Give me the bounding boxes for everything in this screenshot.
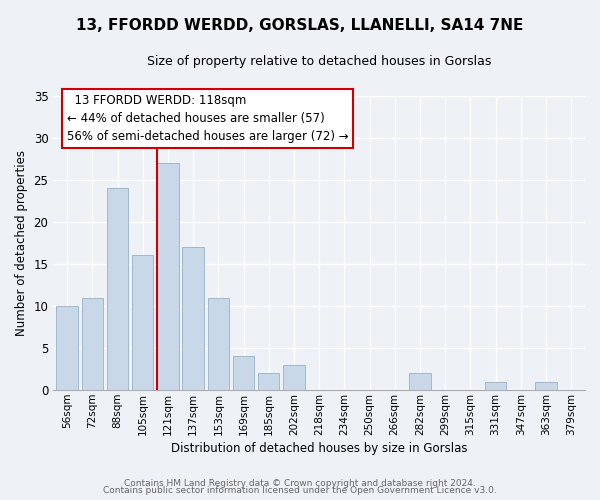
- Bar: [208, 298, 229, 390]
- Bar: [107, 188, 128, 390]
- Bar: [258, 374, 280, 390]
- Bar: [233, 356, 254, 390]
- Bar: [485, 382, 506, 390]
- Text: 13 FFORDD WERDD: 118sqm
← 44% of detached houses are smaller (57)
56% of semi-de: 13 FFORDD WERDD: 118sqm ← 44% of detache…: [67, 94, 349, 143]
- Y-axis label: Number of detached properties: Number of detached properties: [15, 150, 28, 336]
- Title: Size of property relative to detached houses in Gorslas: Size of property relative to detached ho…: [147, 55, 491, 68]
- Text: Contains public sector information licensed under the Open Government Licence v3: Contains public sector information licen…: [103, 486, 497, 495]
- Bar: [56, 306, 78, 390]
- Bar: [283, 365, 305, 390]
- Text: 13, FFORDD WERDD, GORSLAS, LLANELLI, SA14 7NE: 13, FFORDD WERDD, GORSLAS, LLANELLI, SA1…: [76, 18, 524, 32]
- Bar: [157, 163, 179, 390]
- Bar: [535, 382, 557, 390]
- Bar: [82, 298, 103, 390]
- Text: Contains HM Land Registry data © Crown copyright and database right 2024.: Contains HM Land Registry data © Crown c…: [124, 478, 476, 488]
- Bar: [409, 374, 431, 390]
- X-axis label: Distribution of detached houses by size in Gorslas: Distribution of detached houses by size …: [171, 442, 467, 455]
- Bar: [182, 247, 204, 390]
- Bar: [132, 256, 154, 390]
